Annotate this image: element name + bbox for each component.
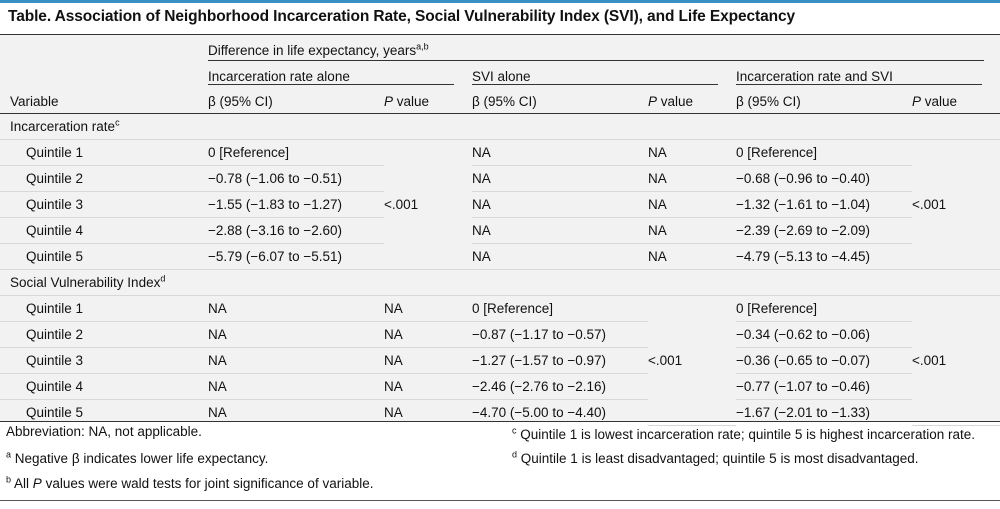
p-value-svi-m2: <.001 — [648, 295, 736, 426]
p-header-2: P value — [648, 89, 736, 114]
table-row: Quintile 2 −0.78 (−1.06 to −0.51) NA NA … — [0, 165, 1000, 192]
table-row: Quintile 3 NA NA −1.27 (−1.57 to −0.97) … — [0, 347, 1000, 374]
footnote-d: d Quintile 1 is least disadvantaged; qui… — [512, 449, 919, 466]
table-row: Quintile 4 −2.88 (−3.16 to −2.60) NA NA … — [0, 217, 1000, 244]
p-header-1: P value — [384, 89, 472, 114]
bottom-rule — [0, 500, 1000, 501]
beta-header-2: β (95% CI) — [472, 89, 648, 114]
top-accent-bar — [0, 0, 1000, 3]
footnote-a: a Negative β indicates lower life expect… — [6, 449, 269, 466]
model3-header: Incarceration rate and SVI — [736, 69, 983, 85]
p-header-3: P value — [912, 89, 1000, 114]
incarceration-section: Incarceration ratec Quintile 1 0 [Refere… — [0, 113, 1000, 270]
p-value-svi-m3: <.001 — [912, 295, 1000, 426]
table-row: Quintile 3 −1.55 (−1.83 to −1.27) NA NA … — [0, 191, 1000, 218]
table-row: Quintile 1 NA NA 0 [Reference] <.001 0 [… — [0, 295, 1000, 426]
table-row: Quintile 2 NA NA −0.87 (−1.17 to −0.57) … — [0, 321, 1000, 348]
svi-section: Social Vulnerability Indexd Quintile 1 N… — [0, 269, 1000, 426]
footnote-c: c Quintile 1 is lowest incarceration rat… — [512, 425, 975, 442]
section-label-incarceration: Incarceration ratec — [0, 113, 1000, 140]
table-row: Quintile 5 NA NA −4.70 (−5.00 to −4.40) … — [26, 405, 870, 420]
model1-header: Incarceration rate alone — [208, 69, 454, 85]
p-value-incarceration-m1: <.001 — [384, 139, 472, 270]
table-row: Quintile 1 0 [Reference] <.001 NA NA 0 [… — [0, 139, 1000, 270]
model2-header: SVI alone — [472, 69, 718, 85]
group-header: Difference in life expectancy, yearsa,b — [208, 42, 984, 61]
variable-header: Variable — [0, 89, 208, 114]
footnote-b: b All P values were wald tests for joint… — [6, 474, 374, 491]
data-table-panel: Difference in life expectancy, yearsa,b … — [0, 34, 1000, 426]
p-value-incarceration-m3: <.001 — [912, 139, 1000, 270]
life-expectancy-table: Difference in life expectancy, yearsa,b … — [0, 35, 1000, 426]
table-title: Table. Association of Neighborhood Incar… — [8, 8, 796, 25]
section-label-svi: Social Vulnerability Indexd — [0, 269, 1000, 296]
beta-header-3: β (95% CI) — [736, 89, 912, 114]
table-row: Quintile 5 −5.79 (−6.07 to −5.51) NA NA … — [0, 243, 1000, 270]
footnote-abbreviation: Abbreviation: NA, not applicable. — [6, 424, 202, 439]
beta-header-1: β (95% CI) — [208, 89, 384, 114]
table-row: Quintile 4 NA NA −2.46 (−2.76 to −2.16) … — [0, 373, 1000, 400]
table-header: Difference in life expectancy, yearsa,b … — [0, 35, 1000, 114]
